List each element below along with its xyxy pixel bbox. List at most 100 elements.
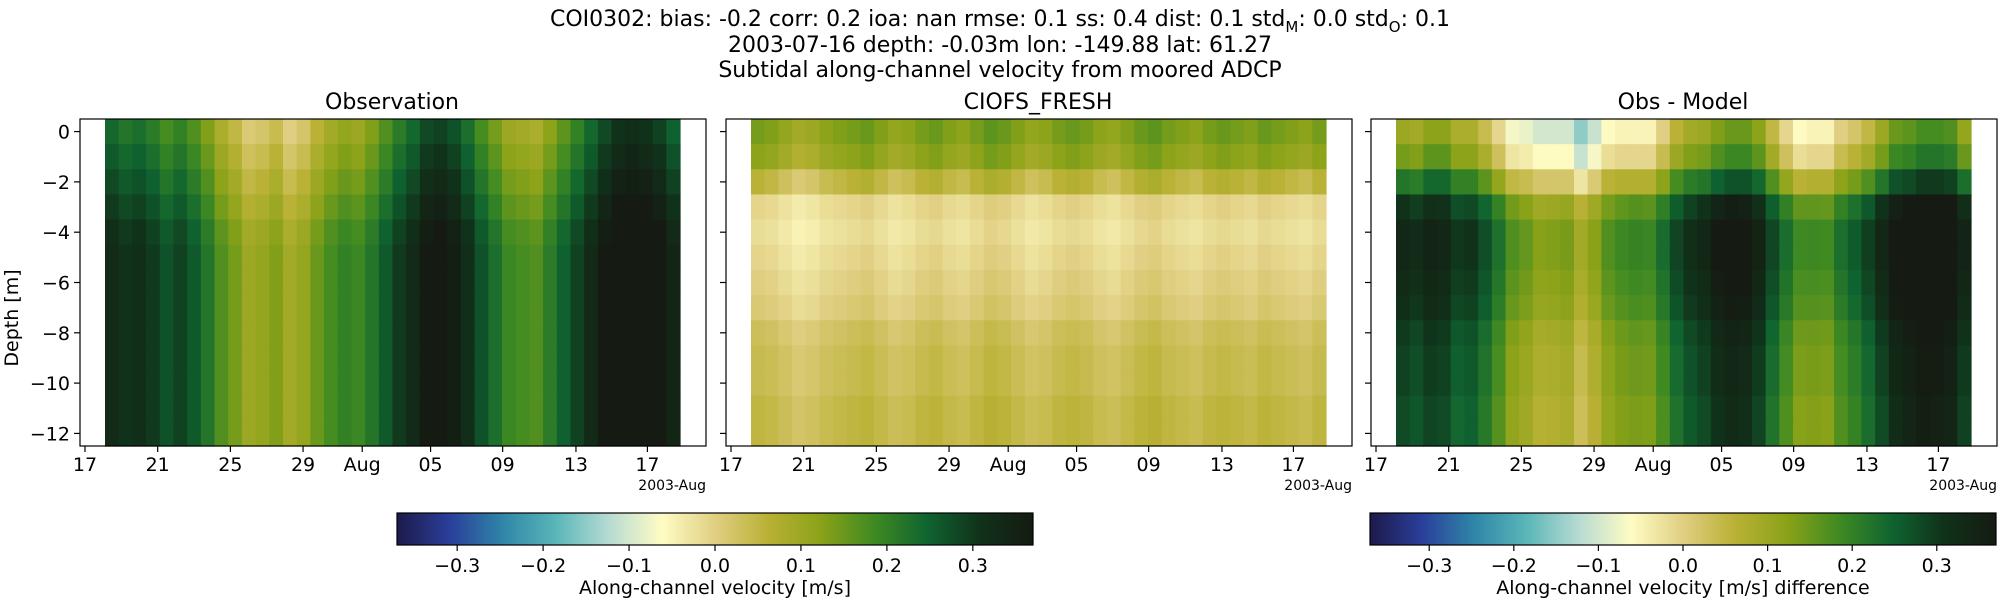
heatmap-cell	[1437, 395, 1452, 422]
heatmap-cell	[488, 169, 503, 196]
heatmap-cell	[1216, 295, 1231, 321]
heatmap-cell	[1024, 169, 1040, 196]
heatmap-cell	[1161, 269, 1176, 296]
heatmap-cell	[543, 320, 558, 346]
heatmap-cell	[529, 320, 544, 346]
heatmap-cell	[214, 320, 229, 346]
heatmap-cell	[1615, 269, 1630, 296]
heatmap-cell	[887, 395, 903, 422]
heatmap-cell	[1929, 244, 1945, 271]
heatmap-cell	[846, 144, 862, 170]
heatmap-cell	[638, 420, 654, 447]
heatmap-cell	[1011, 219, 1026, 246]
heatmap-cell	[1505, 295, 1520, 321]
heatmap-cell	[255, 144, 270, 170]
heatmap-cell	[1847, 420, 1863, 447]
heatmap-cell	[860, 119, 875, 145]
heatmap-cell	[488, 395, 503, 422]
heatmap-cell	[1505, 320, 1520, 346]
heatmap-cell	[970, 320, 985, 346]
heatmap-cell	[1284, 169, 1300, 196]
heatmap-cell	[214, 119, 229, 145]
heatmap-cell	[874, 420, 889, 447]
heatmap-cell	[638, 295, 654, 321]
heatmap-cell	[1929, 395, 1945, 422]
x-tick-label: 09	[1137, 454, 1161, 476]
heatmap-cell	[1052, 320, 1067, 346]
heatmap-cell	[1957, 119, 1972, 145]
heatmap-cell	[1738, 219, 1753, 246]
heatmap-cell	[556, 320, 572, 346]
heatmap-cell	[1464, 320, 1479, 346]
heatmap-cell	[1669, 295, 1685, 321]
heatmap-cell	[324, 295, 339, 321]
heatmap-cell	[1875, 420, 1890, 447]
heatmap-cell	[833, 420, 848, 447]
heatmap-cell	[200, 420, 216, 447]
heatmap-cell	[556, 219, 572, 246]
heatmap-cell	[970, 219, 985, 246]
heatmap-cell	[1765, 169, 1780, 196]
heatmap-cell	[833, 219, 848, 246]
heatmap-cell	[1065, 219, 1081, 246]
heatmap-cell	[1450, 269, 1466, 296]
heatmap-cell	[1560, 320, 1575, 346]
heatmap-cell	[310, 295, 325, 321]
heatmap-cell	[611, 144, 626, 170]
heatmap-cell	[1450, 244, 1466, 271]
x-tick-label: 13	[564, 454, 588, 476]
heatmap-cell	[269, 395, 284, 422]
heatmap-cell	[543, 295, 558, 321]
heatmap-cell	[324, 395, 339, 422]
heatmap-cell	[419, 345, 435, 372]
heatmap-cell	[1024, 219, 1040, 246]
heatmap-cell	[833, 244, 848, 271]
heatmap-cell	[997, 244, 1012, 271]
heatmap-cell	[1929, 345, 1945, 372]
heatmap-cell	[874, 244, 889, 271]
heatmap-cell	[132, 320, 147, 346]
heatmap-cell	[378, 169, 394, 196]
heatmap-cell	[597, 320, 613, 346]
heatmap-cell	[474, 295, 489, 321]
heatmap-cell	[570, 345, 585, 372]
heatmap-cell	[1902, 269, 1917, 296]
heatmap-cell	[1943, 269, 1958, 296]
heatmap-cell	[792, 420, 807, 447]
heatmap-cell	[764, 269, 779, 296]
heatmap-cell	[310, 244, 325, 271]
heatmap-cell	[1052, 244, 1067, 271]
heatmap-cell	[1957, 269, 1972, 296]
heatmap-cell	[1189, 169, 1204, 196]
heatmap-cell	[751, 244, 766, 271]
heatmap-cell	[1834, 395, 1849, 422]
heatmap-cell	[1779, 370, 1794, 397]
heatmap-cell	[406, 420, 421, 447]
heatmap-cell	[1312, 370, 1327, 397]
heatmap-cell	[488, 345, 503, 372]
heatmap-cell	[1106, 395, 1122, 422]
heatmap-cell	[392, 119, 407, 145]
heatmap-cell	[1478, 345, 1493, 372]
heatmap-cell	[1546, 320, 1561, 346]
heatmap-cell	[1902, 420, 1917, 447]
heatmap-cell	[1642, 144, 1657, 170]
heatmap-cell	[365, 370, 380, 397]
heatmap-cell	[1656, 345, 1671, 372]
heatmap-cell	[1243, 320, 1259, 346]
heatmap-cell	[860, 395, 875, 422]
heatmap-cell	[1587, 244, 1602, 271]
heatmap-cell	[200, 320, 216, 346]
heatmap-cell	[1038, 119, 1053, 145]
heatmap-cell	[1847, 395, 1863, 422]
heatmap-cell	[1161, 370, 1176, 397]
heatmap-cell	[1902, 395, 1917, 422]
heatmap-cell	[1120, 194, 1135, 221]
heatmap-cell	[378, 320, 394, 346]
heatmap-cell	[1560, 345, 1575, 372]
heatmap-cell	[1929, 269, 1945, 296]
heatmap-cell	[805, 169, 821, 196]
heatmap-cell	[146, 169, 161, 196]
heatmap-cell	[1861, 144, 1876, 170]
heatmap-cell	[1615, 119, 1630, 145]
